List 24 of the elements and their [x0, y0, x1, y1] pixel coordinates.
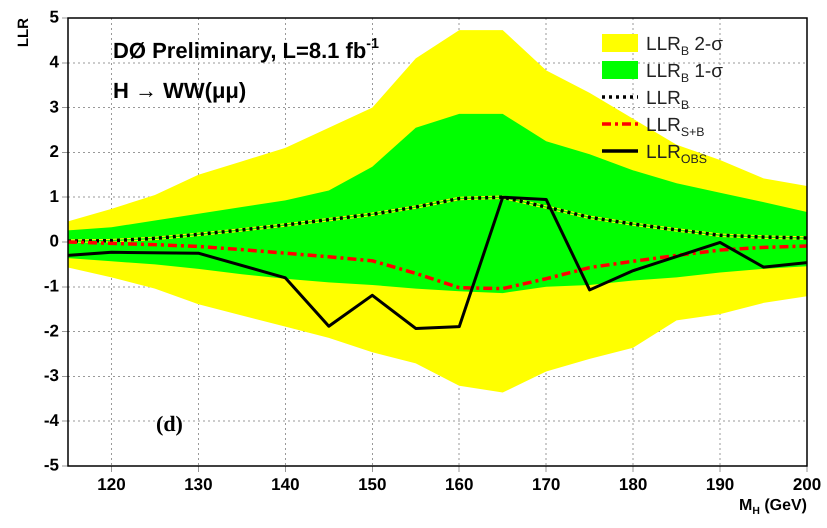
- y-tick-label: -4: [44, 410, 60, 430]
- y-tick-label: 2: [50, 142, 59, 162]
- annotation: H → WW(μμ): [113, 78, 246, 103]
- x-tick-label: 160: [445, 474, 474, 494]
- y-tick-label: -3: [44, 366, 59, 386]
- y-tick-label: 1: [50, 186, 59, 206]
- x-tick-label: 130: [184, 474, 213, 494]
- x-tick-label: 180: [618, 474, 648, 494]
- annotation: (d): [156, 411, 183, 436]
- y-tick-label: 3: [50, 97, 59, 116]
- x-tick-label: 190: [706, 474, 734, 494]
- y-tick-label: -2: [44, 321, 59, 340]
- x-tick-label: 200: [792, 474, 822, 494]
- y-tick-label: 5: [50, 8, 59, 27]
- y-axis-title: LLR: [15, 18, 32, 48]
- y-tick-label: -1: [44, 276, 59, 296]
- y-tick-label: -5: [44, 456, 59, 475]
- y-tick-label: 4: [50, 52, 60, 72]
- x-tick-label: 170: [532, 474, 560, 494]
- x-tick-label: 120: [97, 474, 126, 494]
- x-tick-label: 140: [271, 474, 300, 494]
- line-series: [68, 240, 807, 290]
- x-tick-label: 150: [358, 474, 386, 494]
- y-tick-label: 0: [50, 232, 59, 251]
